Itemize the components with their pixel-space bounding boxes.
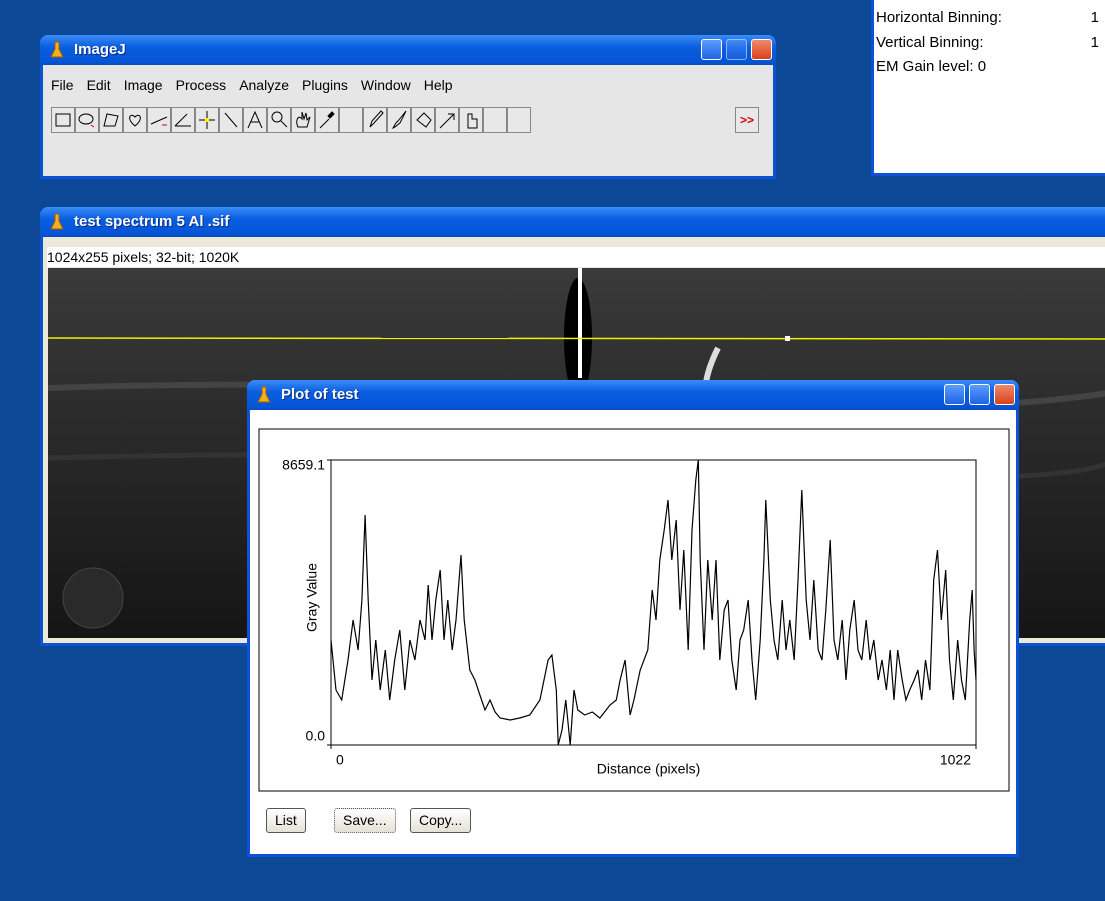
info-value: 1: [1091, 9, 1099, 26]
window-title: ImageJ: [74, 41, 126, 58]
menu-bar: File Edit Image Process Analyze Plugins Window…: [51, 77, 466, 93]
y-tick-label: 8659.1: [282, 457, 325, 473]
tool-button[interactable]: [459, 107, 483, 133]
maximize-button[interactable]: [969, 384, 990, 405]
tool-icon: [52, 108, 74, 132]
tool-button[interactable]: [99, 107, 123, 133]
app-icon: [50, 41, 64, 59]
tool-icon: [364, 108, 386, 132]
close-button[interactable]: [751, 39, 772, 60]
desktop: Horizontal Binning: 1 Vertical Binning: …: [0, 0, 1105, 901]
save-button[interactable]: Save...: [334, 808, 396, 833]
window-title: Plot of test: [281, 386, 359, 403]
tool-button[interactable]: [291, 107, 315, 133]
tool-button[interactable]: [267, 107, 291, 133]
info-label: Horizontal Binning:: [876, 9, 1002, 26]
menu-item[interactable]: Edit: [87, 77, 111, 93]
x-axis-label: Distance (pixels): [597, 761, 700, 777]
plot: 0.0 8659.1 0 1022 Distance (pixels) Gray Valu…: [258, 428, 1010, 792]
menu-item[interactable]: Plugins: [302, 77, 348, 93]
tool-icon: [76, 108, 98, 132]
tool-icon: [268, 108, 290, 132]
plot-window: Plot of test 0.0 8659.1 0 1022 Distance (pix…: [247, 380, 1019, 857]
plot-frame: [259, 429, 1009, 791]
tool-icon: [388, 108, 410, 132]
tool-button[interactable]: [435, 107, 459, 133]
app-icon: [257, 386, 271, 404]
menu-item[interactable]: Window: [361, 77, 411, 93]
profile-line: [331, 460, 976, 745]
tool-icon: [460, 108, 482, 132]
tool-icon: [292, 108, 314, 132]
list-button[interactable]: List: [266, 808, 306, 833]
window-title: test spectrum 5 Al .sif: [74, 213, 229, 230]
tool-icon: [196, 108, 218, 132]
tool-button[interactable]: [123, 107, 147, 133]
info-label: EM Gain level: 0: [876, 58, 986, 75]
tool-button[interactable]: [51, 107, 75, 133]
tool-button[interactable]: [171, 107, 195, 133]
tool-button[interactable]: [387, 107, 411, 133]
tool-icon: [172, 108, 194, 132]
menu-item[interactable]: File: [51, 77, 74, 93]
menu-item[interactable]: Help: [424, 77, 453, 93]
tool-icon: [412, 108, 434, 132]
tool-button[interactable]: [483, 107, 507, 133]
info-label: Vertical Binning:: [876, 34, 984, 51]
tool-button[interactable]: [363, 107, 387, 133]
tool-icon: [100, 108, 122, 132]
tool-button[interactable]: [339, 107, 363, 133]
menu-item[interactable]: Analyze: [239, 77, 289, 93]
x-tick-label: 0: [336, 752, 344, 768]
info-value: 1: [1091, 34, 1099, 51]
x-tick-label: 1022: [940, 752, 971, 768]
tool-button[interactable]: [75, 107, 99, 133]
title-bar: ImageJ: [40, 35, 776, 65]
menu-item[interactable]: Process: [176, 77, 227, 93]
tool-icon: [148, 108, 170, 132]
more-tools-button[interactable]: >>: [735, 107, 759, 133]
tool-icon: [124, 108, 146, 132]
y-tick-label: 0.0: [306, 728, 326, 744]
minimize-button[interactable]: [944, 384, 965, 405]
menu-item[interactable]: Image: [124, 77, 163, 93]
minimize-button[interactable]: [701, 39, 722, 60]
tool-button[interactable]: [315, 107, 339, 133]
close-button[interactable]: [994, 384, 1015, 405]
tool-icon: [436, 108, 458, 132]
maximize-button: [726, 39, 747, 60]
y-axis-label: Gray Value: [304, 563, 320, 632]
title-bar: test spectrum 5 Al .sif: [40, 207, 1105, 237]
title-bar: Plot of test: [247, 380, 1019, 410]
tool-button[interactable]: [219, 107, 243, 133]
tool-icon: [316, 108, 338, 132]
info-window: Horizontal Binning: 1 Vertical Binning: …: [871, 0, 1105, 176]
app-icon: [50, 213, 64, 231]
tool-button[interactable]: [195, 107, 219, 133]
copy-button[interactable]: Copy...: [410, 808, 471, 833]
imagej-window: ImageJ File Edit Image Process Analyze Plugin…: [40, 35, 776, 179]
image-info: 1024x255 pixels; 32-bit; 1020K: [47, 247, 1105, 267]
tool-button[interactable]: [243, 107, 267, 133]
tool-button[interactable]: [147, 107, 171, 133]
tool-button[interactable]: [411, 107, 435, 133]
tool-icon: [220, 108, 242, 132]
tool-icon: [244, 108, 266, 132]
tool-button[interactable]: [507, 107, 531, 133]
